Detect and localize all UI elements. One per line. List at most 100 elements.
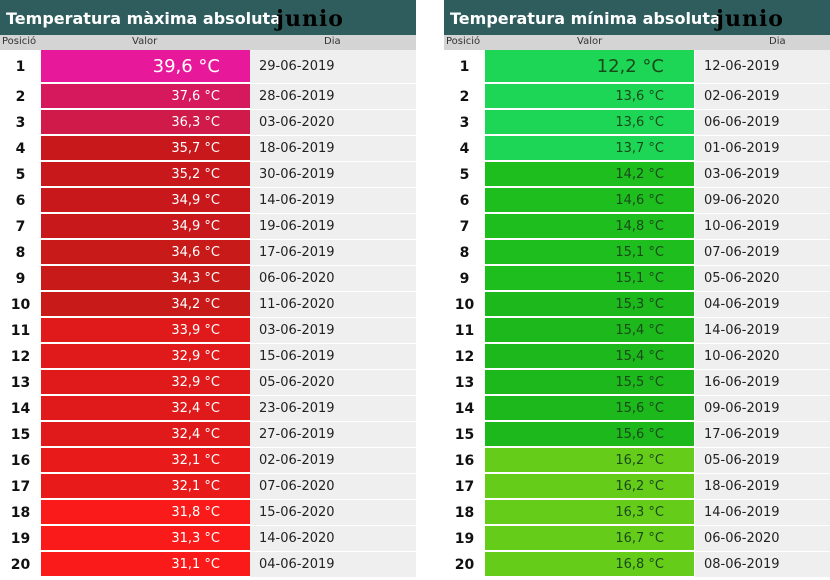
table-row: 17 16,2 °C 18-06-2019 bbox=[444, 474, 830, 500]
date-cell: 09-06-2020 bbox=[695, 188, 830, 213]
table-row: 3 13,6 °C 06-06-2019 bbox=[444, 110, 830, 136]
rank-cell: 12 bbox=[0, 344, 41, 369]
date-cell: 07-06-2020 bbox=[250, 474, 416, 499]
temperature-cell: 34,2 °C bbox=[41, 292, 250, 316]
table-row: 14 32,4 °C 23-06-2019 bbox=[0, 396, 416, 422]
table-row: 19 31,3 °C 14-06-2020 bbox=[0, 526, 416, 552]
rank-cell: 4 bbox=[444, 136, 485, 161]
date-cell: 03-06-2019 bbox=[250, 318, 416, 343]
table-row: 15 15,6 °C 17-06-2019 bbox=[444, 422, 830, 448]
temperature-cell: 13,6 °C bbox=[485, 110, 694, 134]
table-row: 7 14,8 °C 10-06-2019 bbox=[444, 214, 830, 240]
rank-cell: 16 bbox=[444, 448, 485, 473]
rank-cell: 9 bbox=[0, 266, 41, 291]
date-cell: 06-06-2020 bbox=[695, 526, 830, 551]
temperature-cell: 14,8 °C bbox=[485, 214, 694, 238]
date-cell: 14-06-2020 bbox=[250, 526, 416, 551]
table-row: 12 15,4 °C 10-06-2020 bbox=[444, 344, 830, 370]
header-position: Posició bbox=[446, 36, 481, 47]
date-cell: 18-06-2019 bbox=[250, 136, 416, 161]
temperature-cell: 34,9 °C bbox=[41, 214, 250, 238]
table-row: 13 15,5 °C 16-06-2019 bbox=[444, 370, 830, 396]
date-cell: 02-06-2019 bbox=[250, 448, 416, 473]
date-cell: 07-06-2019 bbox=[695, 240, 830, 265]
date-cell: 16-06-2019 bbox=[695, 370, 830, 395]
temperature-cell: 15,1 °C bbox=[485, 266, 694, 290]
date-cell: 18-06-2019 bbox=[695, 474, 830, 499]
date-cell: 15-06-2019 bbox=[250, 344, 416, 369]
rank-cell: 3 bbox=[444, 110, 485, 135]
temperature-cell: 14,6 °C bbox=[485, 188, 694, 212]
date-cell: 10-06-2020 bbox=[695, 344, 830, 369]
rank-cell: 10 bbox=[444, 292, 485, 317]
date-cell: 04-06-2019 bbox=[250, 552, 416, 577]
temperature-cell: 34,3 °C bbox=[41, 266, 250, 290]
rank-cell: 8 bbox=[0, 240, 41, 265]
date-cell: 10-06-2019 bbox=[695, 214, 830, 239]
rank-cell: 13 bbox=[444, 370, 485, 395]
rank-cell: 11 bbox=[0, 318, 41, 343]
temperature-cell: 31,3 °C bbox=[41, 526, 250, 550]
rank-cell: 2 bbox=[0, 84, 41, 109]
rank-cell: 1 bbox=[0, 50, 41, 83]
temperature-cell: 34,6 °C bbox=[41, 240, 250, 264]
table-row: 14 15,6 °C 09-06-2019 bbox=[444, 396, 830, 422]
temperature-cell: 15,6 °C bbox=[485, 396, 694, 420]
temperature-cell: 39,6 °C bbox=[41, 50, 250, 82]
date-cell: 14-06-2019 bbox=[250, 188, 416, 213]
date-cell: 14-06-2019 bbox=[695, 500, 830, 525]
temperature-cell: 36,3 °C bbox=[41, 110, 250, 134]
date-cell: 08-06-2019 bbox=[695, 552, 830, 577]
date-cell: 30-06-2019 bbox=[250, 162, 416, 187]
date-cell: 11-06-2020 bbox=[250, 292, 416, 317]
rank-cell: 17 bbox=[0, 474, 41, 499]
max-temperature-title-bar: Temperatura màxima absoluta junio bbox=[0, 0, 416, 35]
temperature-cell: 15,4 °C bbox=[485, 318, 694, 342]
rank-cell: 19 bbox=[0, 526, 41, 551]
date-cell: 14-06-2019 bbox=[695, 318, 830, 343]
table-row: 4 35,7 °C 18-06-2019 bbox=[0, 136, 416, 162]
max-temperature-panel: Temperatura màxima absoluta junio Posici… bbox=[0, 0, 416, 578]
table-row: 16 16,2 °C 05-06-2019 bbox=[444, 448, 830, 474]
temperature-cell: 32,9 °C bbox=[41, 344, 250, 368]
table-row: 11 33,9 °C 03-06-2019 bbox=[0, 318, 416, 344]
rank-cell: 19 bbox=[444, 526, 485, 551]
rank-cell: 6 bbox=[444, 188, 485, 213]
table-row: 5 14,2 °C 03-06-2019 bbox=[444, 162, 830, 188]
table-row: 15 32,4 °C 27-06-2019 bbox=[0, 422, 416, 448]
rank-cell: 20 bbox=[444, 552, 485, 577]
table-row: 18 31,8 °C 15-06-2020 bbox=[0, 500, 416, 526]
temperature-cell: 15,5 °C bbox=[485, 370, 694, 394]
date-cell: 23-06-2019 bbox=[250, 396, 416, 421]
rank-cell: 15 bbox=[444, 422, 485, 447]
header-day: Dia bbox=[769, 36, 786, 47]
date-cell: 04-06-2019 bbox=[695, 292, 830, 317]
table-row: 12 32,9 °C 15-06-2019 bbox=[0, 344, 416, 370]
date-cell: 09-06-2019 bbox=[695, 396, 830, 421]
table-row: 20 31,1 °C 04-06-2019 bbox=[0, 552, 416, 578]
date-cell: 28-06-2019 bbox=[250, 84, 416, 109]
rank-cell: 14 bbox=[0, 396, 41, 421]
temperature-cell: 12,2 °C bbox=[485, 50, 694, 82]
rank-cell: 16 bbox=[0, 448, 41, 473]
rank-cell: 9 bbox=[444, 266, 485, 291]
table-row: 17 32,1 °C 07-06-2020 bbox=[0, 474, 416, 500]
date-cell: 03-06-2019 bbox=[695, 162, 830, 187]
rank-cell: 15 bbox=[0, 422, 41, 447]
date-cell: 01-06-2019 bbox=[695, 136, 830, 161]
max-temperature-rows: 1 39,6 °C 29-06-2019 2 37,6 °C 28-06-2019 3 36,… bbox=[0, 50, 416, 578]
rank-cell: 6 bbox=[0, 188, 41, 213]
date-cell: 03-06-2020 bbox=[250, 110, 416, 135]
table-row: 3 36,3 °C 03-06-2020 bbox=[0, 110, 416, 136]
temperature-cell: 32,9 °C bbox=[41, 370, 250, 394]
rank-cell: 18 bbox=[444, 500, 485, 525]
header-value: Valor bbox=[577, 36, 603, 47]
rank-cell: 8 bbox=[444, 240, 485, 265]
temperature-cell: 13,7 °C bbox=[485, 136, 694, 160]
table-row: 20 16,8 °C 08-06-2019 bbox=[444, 552, 830, 578]
rank-cell: 11 bbox=[444, 318, 485, 343]
table-row: 10 15,3 °C 04-06-2019 bbox=[444, 292, 830, 318]
table-row: 9 34,3 °C 06-06-2020 bbox=[0, 266, 416, 292]
temperature-cell: 15,1 °C bbox=[485, 240, 694, 264]
date-cell: 05-06-2020 bbox=[250, 370, 416, 395]
